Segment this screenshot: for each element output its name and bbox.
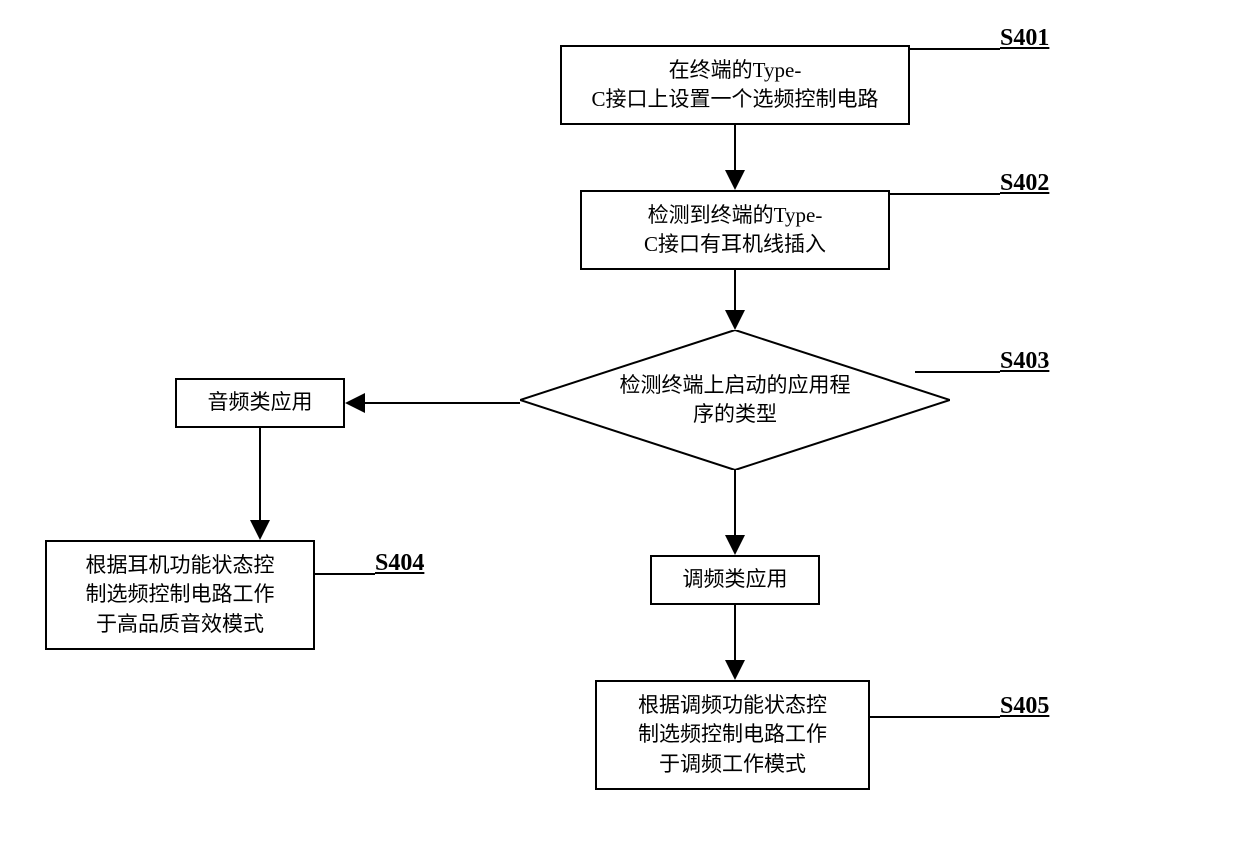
process-s405: 根据调频功能状态控制选频控制电路工作于调频工作模式 <box>595 680 870 790</box>
label-line-s404 <box>315 573 375 575</box>
process-s401: 在终端的Type-C接口上设置一个选频控制电路 <box>560 45 910 125</box>
label-line-s401 <box>910 48 1000 50</box>
label-line-s403 <box>915 371 1000 373</box>
decision-s403: 检测终端上启动的应用程序的类型 <box>520 330 950 470</box>
label-s405: S405 <box>1000 693 1049 720</box>
audio-branch-text: 音频类应用 <box>208 388 313 417</box>
process-audio-branch: 音频类应用 <box>175 378 345 428</box>
label-s404: S404 <box>375 550 424 577</box>
fm-branch-text: 调频类应用 <box>683 565 788 594</box>
s405-text: 根据调频功能状态控制选频控制电路工作于调频工作模式 <box>638 691 827 779</box>
label-s401: S401 <box>1000 25 1049 52</box>
s402-text: 检测到终端的Type-C接口有耳机线插入 <box>644 201 826 260</box>
process-s404: 根据耳机功能状态控制选频控制电路工作于高品质音效模式 <box>45 540 315 650</box>
s401-text: 在终端的Type-C接口上设置一个选频控制电路 <box>591 56 878 115</box>
label-line-s402 <box>890 193 1000 195</box>
s403-label-text: S403 <box>1000 348 1049 374</box>
label-s402: S402 <box>1000 170 1049 197</box>
s402-label-text: S402 <box>1000 170 1049 196</box>
s404-label-text: S404 <box>375 550 424 576</box>
s404-text: 根据耳机功能状态控制选频控制电路工作于高品质音效模式 <box>86 551 275 639</box>
label-line-s405 <box>870 716 1000 718</box>
process-fm-branch: 调频类应用 <box>650 555 820 605</box>
s405-label-text: S405 <box>1000 693 1049 719</box>
label-s403: S403 <box>1000 348 1049 375</box>
s403-text: 检测终端上启动的应用程序的类型 <box>620 371 851 430</box>
s401-label-text: S401 <box>1000 25 1049 51</box>
process-s402: 检测到终端的Type-C接口有耳机线插入 <box>580 190 890 270</box>
